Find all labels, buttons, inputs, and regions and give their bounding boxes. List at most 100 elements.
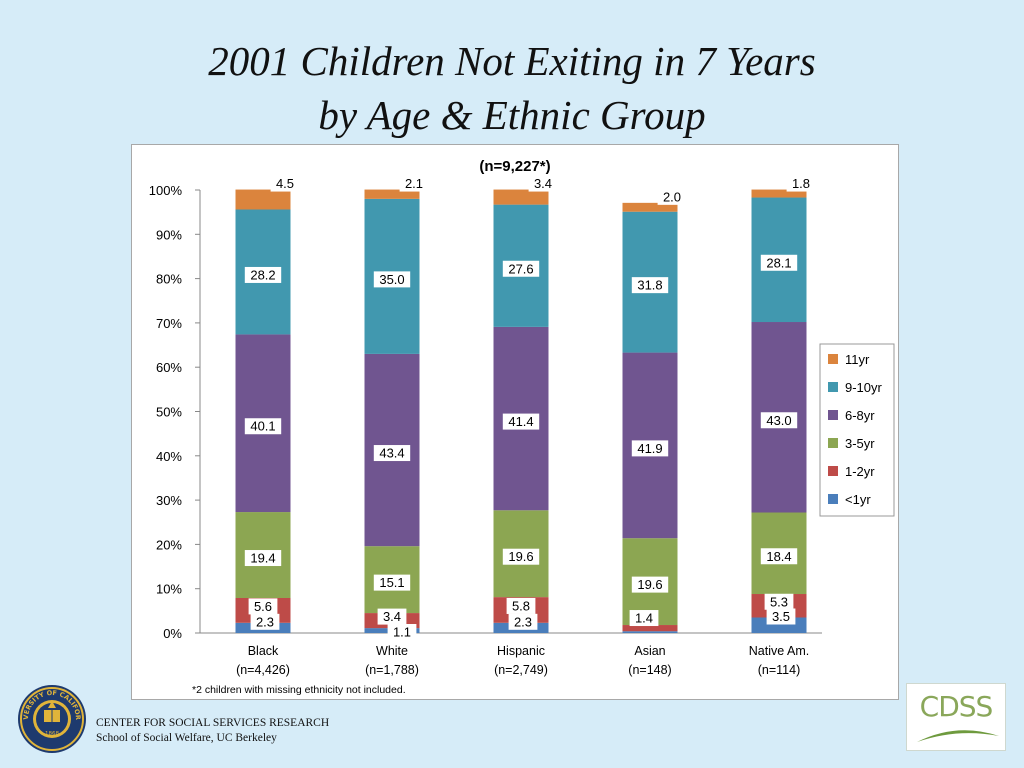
y-tick-label: 10% <box>156 582 182 597</box>
data-label: 41.4 <box>508 414 533 429</box>
data-label: 2.1 <box>405 176 423 191</box>
data-label: 40.1 <box>250 419 275 434</box>
bar-segment-<1yr <box>622 631 678 633</box>
data-label-box <box>373 445 411 462</box>
y-tick-label: 90% <box>156 227 182 242</box>
category-label: Asian <box>634 644 665 658</box>
data-label-box <box>373 271 411 288</box>
data-label-box <box>244 550 282 567</box>
bar-segment-11yr <box>622 202 678 212</box>
data-label: 28.2 <box>250 267 275 282</box>
footer-credit: CENTER FOR SOCIAL SERVICES RESEARCH Scho… <box>96 716 329 746</box>
data-label: 41.9 <box>637 441 662 456</box>
legend-swatch-11yr <box>828 354 838 364</box>
data-label: 19.6 <box>637 577 662 592</box>
y-tick-label: 60% <box>156 360 182 375</box>
bar-segment-11yr <box>235 189 291 210</box>
legend-swatch-<1yr <box>828 494 838 504</box>
bar-segment-11yr <box>364 189 420 199</box>
data-label: 5.8 <box>512 598 530 613</box>
data-label: 35.0 <box>379 272 404 287</box>
legend-label: 9-10yr <box>845 380 883 395</box>
legend-swatch-9-10yr <box>828 382 838 392</box>
category-count: (n=148) <box>628 663 671 677</box>
data-label: 5.6 <box>254 599 272 614</box>
data-label-box <box>250 613 280 630</box>
legend-box <box>819 343 895 517</box>
y-tick-label: 20% <box>156 537 182 552</box>
data-label: 1.1 <box>393 625 411 640</box>
data-label: 3.4 <box>534 176 552 191</box>
chart-title: (n=9,227*) <box>479 158 550 175</box>
y-tick-label: 30% <box>156 493 182 508</box>
legend-label: <1yr <box>845 492 871 507</box>
data-label-box <box>760 254 798 271</box>
data-label-box <box>387 624 417 640</box>
chart-footnote: *2 children with missing ethnicity not i… <box>192 684 406 696</box>
footer-line1: CENTER FOR SOCIAL SERVICES RESEARCH <box>96 717 330 729</box>
data-label-box <box>373 574 411 591</box>
legend-swatch-1-2yr <box>828 466 838 476</box>
data-label: 43.0 <box>766 413 791 428</box>
category-count: (n=1,788) <box>365 663 419 677</box>
legend-swatch-3-5yr <box>828 438 838 448</box>
category-label: Native Am. <box>749 644 809 658</box>
data-label: 3.5 <box>772 609 790 624</box>
data-label: 19.6 <box>508 549 533 564</box>
data-label-box <box>760 548 798 565</box>
data-label: 2.0 <box>663 189 681 204</box>
category-count: (n=2,749) <box>494 663 548 677</box>
data-label-box <box>502 548 540 565</box>
data-label: 1.4 <box>635 611 653 626</box>
data-label-box <box>399 175 429 192</box>
data-label: 2.3 <box>256 614 274 629</box>
cdss-logo-text: CDSS <box>919 690 994 723</box>
bar-segment-11yr <box>493 189 549 205</box>
data-label-box <box>766 608 796 625</box>
category-count: (n=114) <box>758 663 801 677</box>
category-label: Hispanic <box>497 644 545 658</box>
slide-title-line1: 2001 Children Not Exiting in 7 Years <box>208 38 816 84</box>
data-label: 31.8 <box>637 278 662 293</box>
data-label: 5.3 <box>770 594 788 609</box>
legend-label: 1-2yr <box>845 464 875 479</box>
y-tick-label: 50% <box>156 405 182 420</box>
bar-segment-11yr <box>751 189 807 198</box>
y-tick-label: 40% <box>156 449 182 464</box>
chart-panel: (n=9,227*) 0% 10% 20% 30% 40% 50% 60% 70% 80% 90% 1… <box>131 144 899 700</box>
category-label: White <box>376 644 408 658</box>
data-label-box <box>528 175 558 192</box>
legend-swatch-6-8yr <box>828 410 838 420</box>
data-label-box <box>631 576 669 593</box>
y-tick-label: 70% <box>156 316 182 331</box>
y-tick-label: 100% <box>149 183 183 198</box>
data-label-box <box>377 608 407 625</box>
data-label: 28.1 <box>766 255 791 270</box>
footer-line2: School of Social Welfare, UC Berkeley <box>96 732 277 744</box>
data-label: 15.1 <box>379 575 404 590</box>
data-label: 3.4 <box>383 609 401 624</box>
data-label: 27.6 <box>508 261 533 276</box>
data-label-box <box>508 613 538 630</box>
cdss-logo: CDSS <box>906 683 1006 751</box>
data-label: 1.8 <box>792 176 810 191</box>
data-label-box <box>764 593 794 610</box>
y-tick-label: 80% <box>156 272 182 287</box>
slide-title: 2001 Children Not Exiting in 7 Years by … <box>0 34 1024 142</box>
data-label: 19.4 <box>250 551 275 566</box>
data-label-box <box>244 266 282 283</box>
legend-label: 3-5yr <box>845 436 875 451</box>
category-count: (n=4,426) <box>236 663 290 677</box>
data-label-box <box>631 440 669 457</box>
data-label-box <box>629 610 659 627</box>
data-label: 18.4 <box>766 549 791 564</box>
logo-swoosh-icon <box>917 730 999 742</box>
data-label-box <box>631 277 669 294</box>
legend-label: 11yr <box>845 352 870 367</box>
data-label-box <box>760 412 798 429</box>
stacked-bar-chart: (n=9,227*) 0% 10% 20% 30% 40% 50% 60% 70% 80% 90% 1… <box>149 158 895 696</box>
legend-label: 6-8yr <box>845 408 875 423</box>
slide-title-line2: by Age & Ethnic Group <box>318 92 706 138</box>
data-label-box <box>502 260 540 277</box>
data-label-box <box>270 175 300 192</box>
